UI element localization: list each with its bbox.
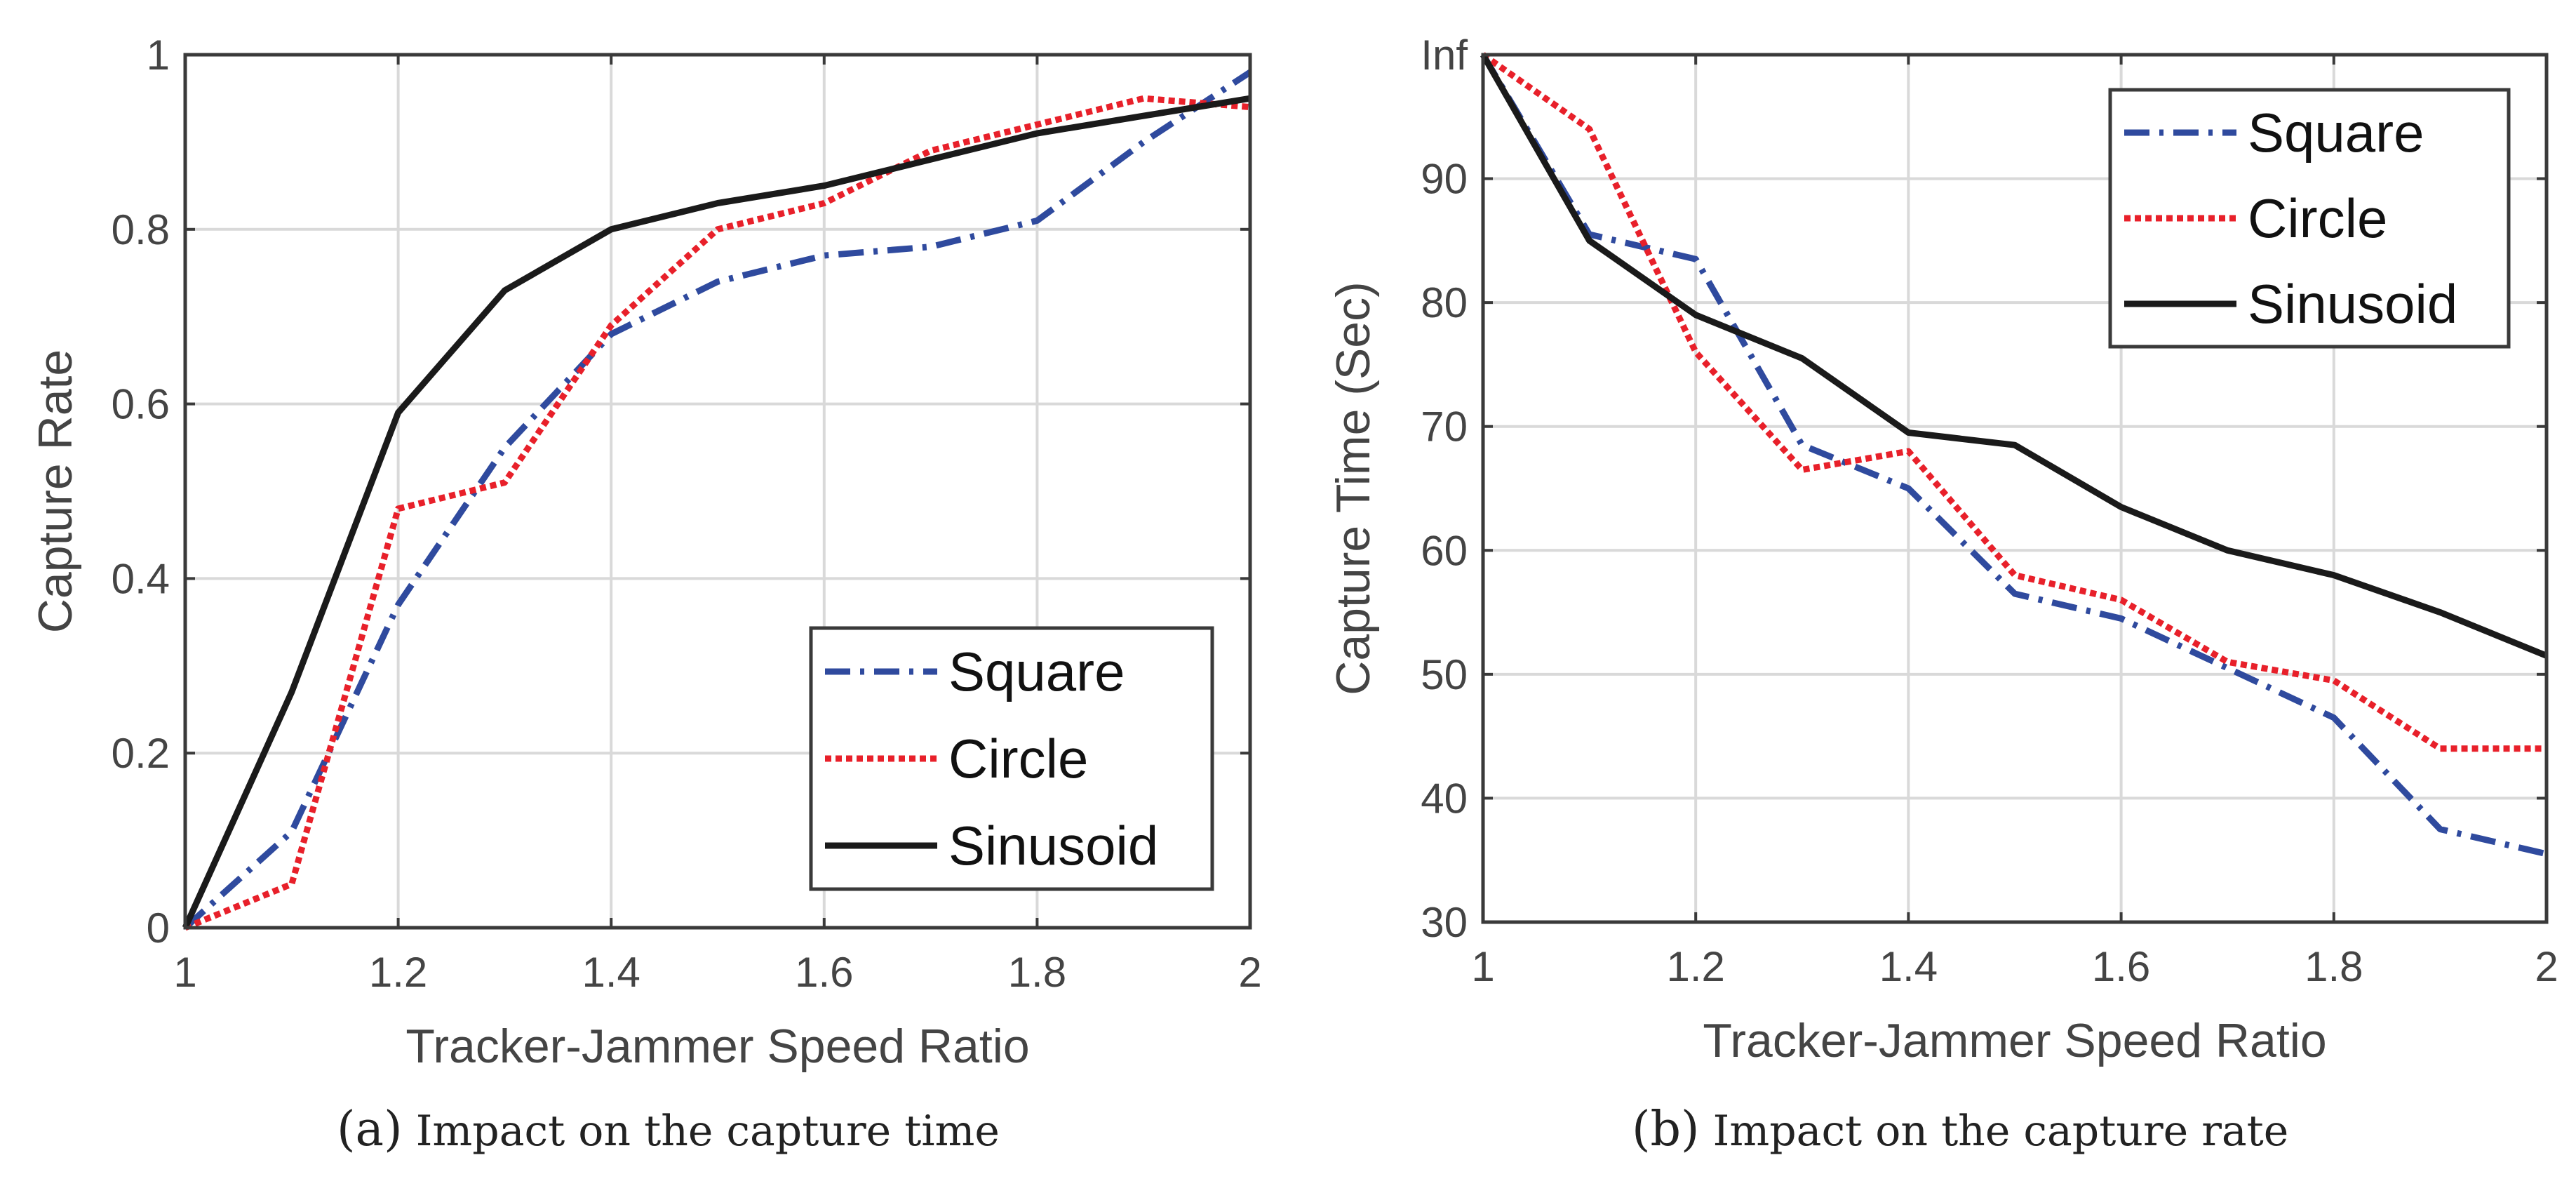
axes-frame — [183, 53, 1252, 930]
caption-a: (a) Impact on the capture time — [337, 1102, 1000, 1157]
x-tick-label: 1.4 — [582, 949, 640, 996]
y-tick-label: 30 — [1421, 899, 1468, 946]
series-line-sinusoid — [1480, 53, 2548, 659]
y-axis-label: Capture Rate — [29, 349, 82, 633]
y-tick-label: 0.6 — [112, 381, 170, 428]
y-tick-label: 0 — [147, 905, 170, 952]
x-tick-label: 1 — [1471, 943, 1494, 990]
series-line-circle — [184, 95, 1251, 931]
legend-label-square: Square — [2248, 102, 2424, 164]
y-tick-label: 40 — [1421, 775, 1468, 822]
y-tick-label: 80 — [1421, 279, 1468, 326]
x-tick-label: 1.2 — [369, 949, 427, 996]
y-tick-label: 70 — [1421, 404, 1468, 451]
series-line-square — [1480, 53, 2548, 858]
y-tick-label: 60 — [1421, 527, 1468, 574]
x-tick-label: 2 — [1238, 949, 1261, 996]
x-tick-label: 1.8 — [2305, 943, 2363, 990]
series-line-square — [182, 69, 1252, 931]
legend-label-circle: Circle — [2248, 187, 2387, 249]
chart-panel-a: 1 1.2 1.4 1.6 1.8 2 0 0.2 0.4 0.6 0.8 1 Tracker-Jamm… — [29, 32, 1262, 1073]
legend-label-square: Square — [948, 641, 1125, 702]
x-axis-label: Tracker-Jammer Speed Ratio — [405, 1020, 1029, 1073]
legend-label-sinusoid: Sinusoid — [948, 815, 1158, 876]
y-tick-label: 1 — [147, 32, 170, 79]
x-tick-label: 2 — [2535, 943, 2558, 990]
y-tick-label: Inf — [1421, 32, 1468, 79]
caption-b: (b) Impact on the capture rate — [1632, 1102, 2288, 1157]
caption-a-label: (a) — [337, 1102, 403, 1157]
caption-b-label: (b) — [1632, 1102, 1700, 1157]
x-tick-label: 1.4 — [1879, 943, 1938, 990]
chart-panel-b: 1 1.2 1.4 1.6 1.8 2 30 40 50 60 70 80 90 Inf Tracker-J… — [1327, 32, 2558, 1067]
x-tick-label: 1.8 — [1008, 949, 1066, 996]
y-tick-label: 0.8 — [112, 206, 170, 253]
x-tick-label: 1 — [173, 949, 196, 996]
y-tick-label: 0.4 — [112, 555, 170, 602]
legend-label-sinusoid: Sinusoid — [2248, 273, 2457, 335]
y-axis-label: Capture Time (Sec) — [1327, 281, 1380, 695]
y-tick-label: 0.2 — [112, 730, 170, 777]
series-line-sinusoid — [182, 95, 1251, 929]
x-axis-label: Tracker-Jammer Speed Ratio — [1703, 1014, 2326, 1067]
caption-b-text: Impact on the capture rate — [1712, 1107, 2289, 1156]
legend-label-circle: Circle — [948, 728, 1088, 789]
axes-frame — [1481, 53, 2549, 924]
y-tick-label: 90 — [1421, 156, 1468, 203]
x-tick-label: 1.2 — [1666, 943, 1724, 990]
y-tick-label: 50 — [1421, 651, 1468, 698]
legend: Square Circle Sinusoid — [809, 626, 1214, 891]
caption-a-text: Impact on the capture time — [415, 1107, 1000, 1156]
x-tick-label: 1.6 — [795, 949, 853, 996]
x-tick-label: 1.6 — [2092, 943, 2150, 990]
legend: Square Circle Sinusoid — [2108, 88, 2511, 349]
